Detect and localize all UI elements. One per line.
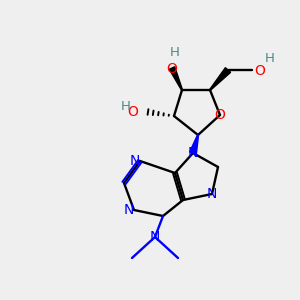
- Text: O: O: [167, 62, 177, 76]
- Text: H: H: [121, 100, 131, 112]
- Polygon shape: [210, 68, 231, 90]
- Text: N: N: [130, 154, 140, 168]
- Text: N: N: [124, 203, 134, 217]
- Polygon shape: [190, 135, 199, 154]
- Text: N: N: [207, 187, 217, 201]
- Text: N: N: [188, 146, 198, 160]
- Text: H: H: [265, 52, 275, 64]
- Text: H: H: [170, 46, 180, 59]
- Text: N: N: [150, 230, 160, 244]
- Text: O: O: [254, 64, 265, 78]
- Text: O: O: [214, 108, 225, 122]
- Polygon shape: [169, 67, 182, 90]
- Text: O: O: [127, 105, 138, 119]
